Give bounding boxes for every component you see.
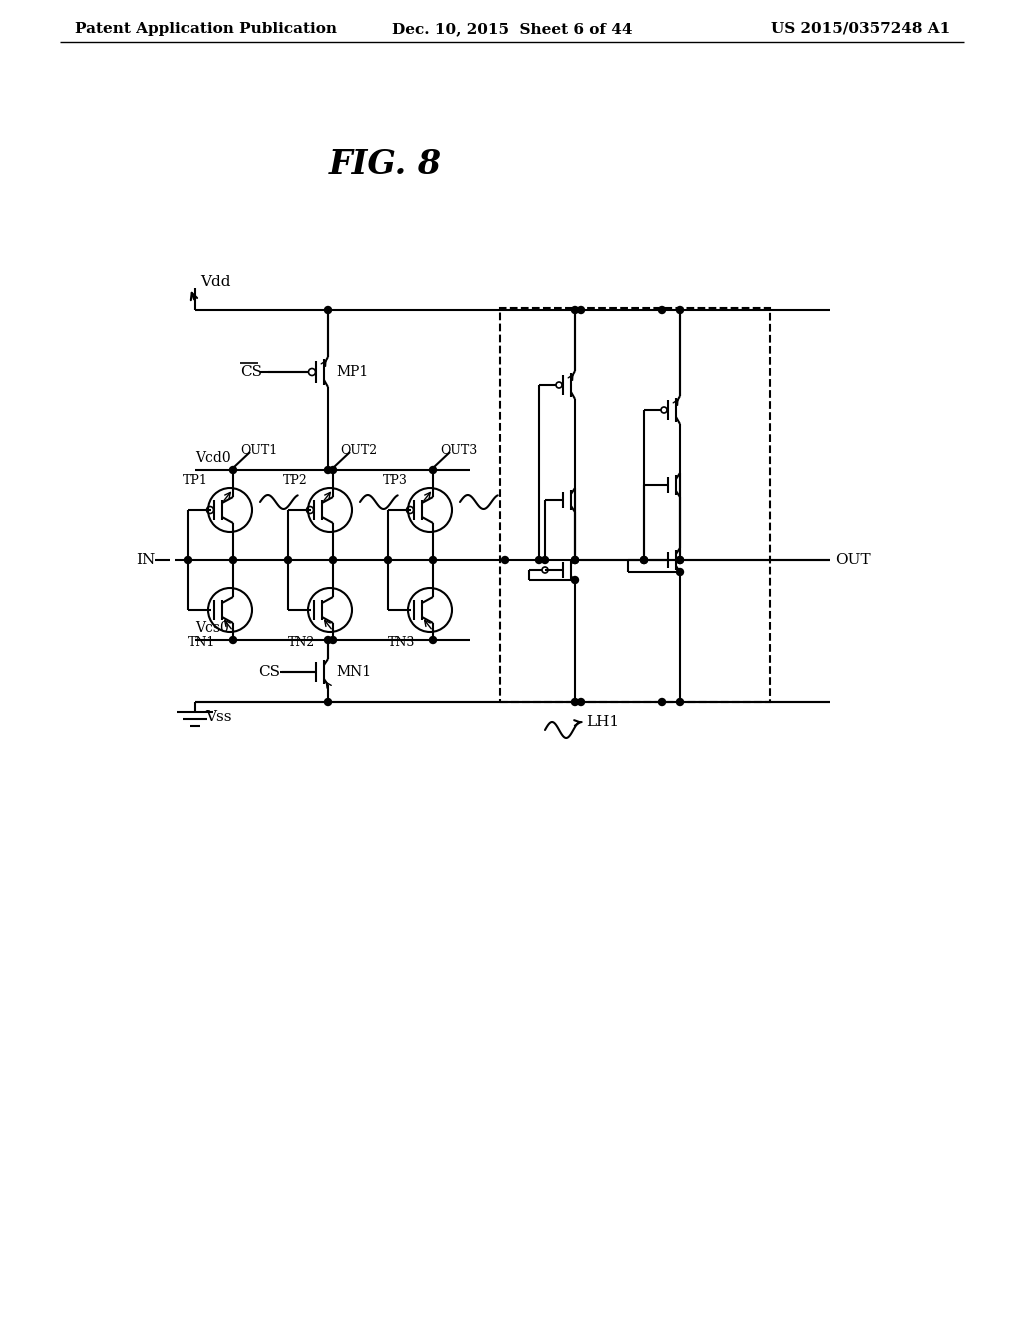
Circle shape bbox=[330, 636, 337, 644]
Circle shape bbox=[640, 557, 647, 564]
Circle shape bbox=[330, 557, 337, 564]
Circle shape bbox=[325, 466, 332, 474]
Text: MP1: MP1 bbox=[336, 366, 369, 379]
Text: MN1: MN1 bbox=[336, 665, 371, 678]
Circle shape bbox=[677, 557, 683, 564]
Text: Vdd: Vdd bbox=[200, 275, 230, 289]
Text: FIG. 8: FIG. 8 bbox=[329, 149, 441, 181]
Text: TN3: TN3 bbox=[388, 635, 416, 648]
Text: US 2015/0357248 A1: US 2015/0357248 A1 bbox=[771, 22, 950, 36]
Text: TP3: TP3 bbox=[383, 474, 408, 487]
Text: IN: IN bbox=[136, 553, 155, 568]
Text: TN2: TN2 bbox=[288, 635, 315, 648]
Circle shape bbox=[571, 557, 579, 564]
Circle shape bbox=[571, 577, 579, 583]
Circle shape bbox=[330, 466, 337, 474]
Text: CS: CS bbox=[258, 665, 280, 678]
Circle shape bbox=[640, 557, 647, 564]
Circle shape bbox=[536, 557, 543, 564]
Text: TP2: TP2 bbox=[283, 474, 308, 487]
Circle shape bbox=[677, 698, 683, 705]
Circle shape bbox=[384, 557, 391, 564]
Circle shape bbox=[229, 466, 237, 474]
Circle shape bbox=[578, 306, 585, 314]
Circle shape bbox=[285, 557, 292, 564]
Circle shape bbox=[658, 698, 666, 705]
Circle shape bbox=[429, 557, 436, 564]
Circle shape bbox=[677, 306, 683, 314]
Text: Vcd0: Vcd0 bbox=[195, 451, 230, 465]
Circle shape bbox=[429, 466, 436, 474]
Circle shape bbox=[429, 636, 436, 644]
Circle shape bbox=[542, 557, 549, 564]
Text: OUT2: OUT2 bbox=[340, 444, 377, 457]
Text: Dec. 10, 2015  Sheet 6 of 44: Dec. 10, 2015 Sheet 6 of 44 bbox=[392, 22, 632, 36]
Text: OUT3: OUT3 bbox=[440, 444, 477, 457]
Circle shape bbox=[571, 306, 579, 314]
Circle shape bbox=[229, 557, 237, 564]
Text: OUT1: OUT1 bbox=[240, 444, 278, 457]
Text: Vss: Vss bbox=[205, 710, 231, 723]
Circle shape bbox=[325, 636, 332, 644]
Text: Patent Application Publication: Patent Application Publication bbox=[75, 22, 337, 36]
Text: LH1: LH1 bbox=[587, 715, 620, 729]
Circle shape bbox=[571, 698, 579, 705]
Text: TP1: TP1 bbox=[183, 474, 208, 487]
Circle shape bbox=[502, 557, 509, 564]
Text: OUT: OUT bbox=[835, 553, 870, 568]
Circle shape bbox=[325, 306, 332, 314]
Text: Vcs0: Vcs0 bbox=[195, 620, 228, 635]
Circle shape bbox=[571, 557, 579, 564]
Circle shape bbox=[677, 569, 683, 576]
Bar bbox=[500, 308, 770, 702]
Circle shape bbox=[677, 557, 683, 564]
Circle shape bbox=[229, 636, 237, 644]
Circle shape bbox=[578, 698, 585, 705]
Circle shape bbox=[658, 306, 666, 314]
Text: CS: CS bbox=[240, 366, 262, 379]
Circle shape bbox=[184, 557, 191, 564]
Circle shape bbox=[325, 698, 332, 705]
Text: TN1: TN1 bbox=[188, 635, 215, 648]
